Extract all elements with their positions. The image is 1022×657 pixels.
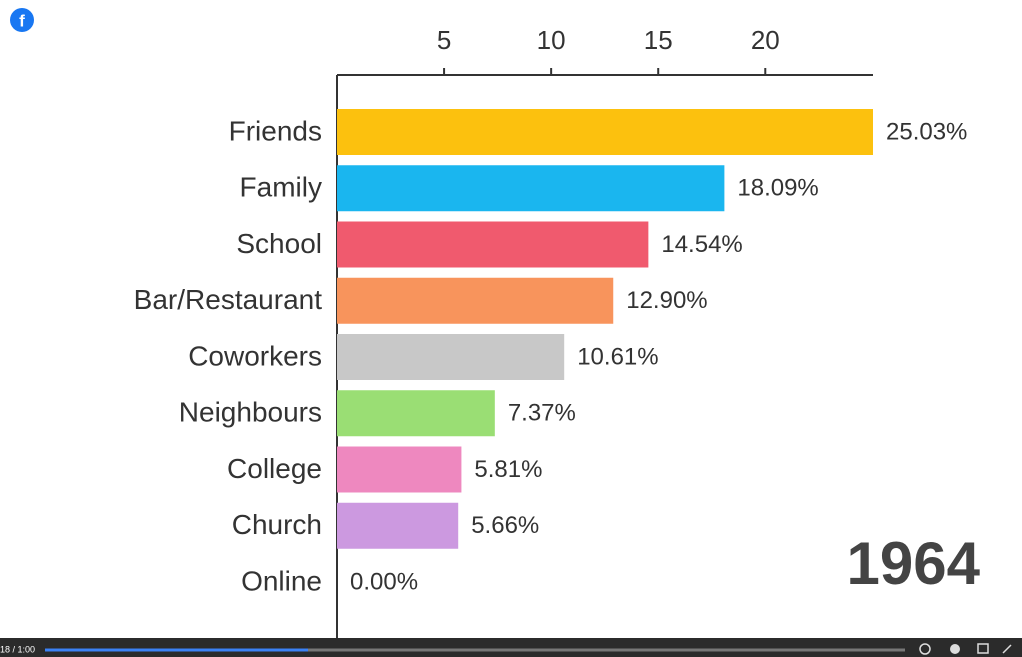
category-label: Church	[232, 509, 322, 540]
bar	[337, 390, 495, 437]
x-tick-label: 15	[644, 25, 673, 55]
facebook-logo[interactable]	[10, 8, 34, 32]
pip-button[interactable]	[977, 643, 989, 654]
category-label: Neighbours	[179, 397, 322, 428]
chart: 5 10 15 20 Friends 25.03% Family 18.09% School 14…	[134, 25, 967, 640]
bar	[337, 165, 725, 212]
captions-button[interactable]	[919, 643, 931, 655]
fullscreen-button[interactable]	[1002, 644, 1012, 654]
value-label: 7.37%	[508, 400, 576, 427]
value-label: 5.81%	[474, 456, 542, 483]
settings-button[interactable]	[950, 644, 960, 654]
bar	[337, 446, 462, 493]
bar	[337, 334, 565, 380]
value-label: 10.61%	[577, 343, 658, 370]
x-tick-label: 5	[437, 25, 451, 55]
value-label: 25.03%	[886, 118, 967, 145]
value-label: 5.66%	[471, 512, 539, 539]
bar	[337, 502, 459, 549]
x-tick-label: 10	[537, 25, 566, 55]
bar	[337, 277, 614, 324]
category-label: Coworkers	[188, 340, 322, 371]
category-label: School	[236, 228, 322, 259]
video-controls	[0, 638, 1022, 657]
year-annotation: 1964	[847, 530, 981, 597]
value-label: 18.09%	[737, 175, 818, 202]
video-time: 18 / 1:00	[0, 644, 35, 654]
value-label: 14.54%	[661, 231, 742, 258]
category-label: College	[227, 453, 322, 484]
bar	[337, 109, 873, 155]
facebook-logo-glyph: f	[19, 11, 25, 30]
bar	[337, 221, 649, 268]
value-label: 12.90%	[626, 287, 707, 314]
value-label: 0.00%	[350, 568, 418, 595]
category-label: Friends	[229, 115, 322, 146]
category-label: Online	[241, 565, 322, 596]
category-label: Bar/Restaurant	[134, 284, 323, 315]
category-label: Family	[240, 172, 322, 203]
x-tick-label: 20	[751, 25, 780, 55]
